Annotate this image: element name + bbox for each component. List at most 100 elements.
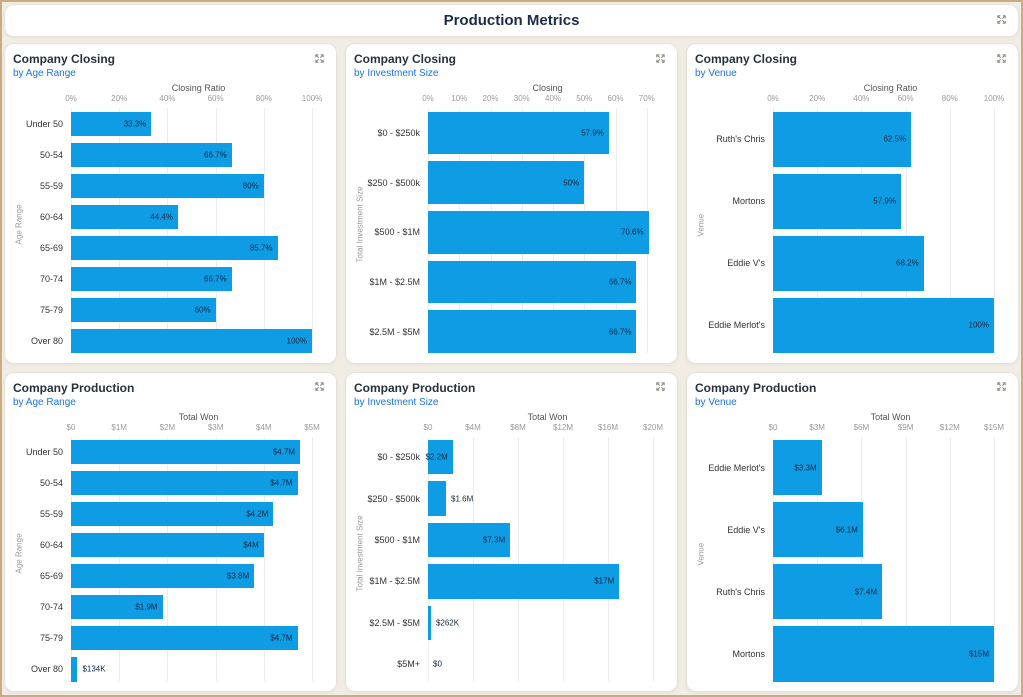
plot-area: $3.3M $6.1M $7.4M $15M — [773, 436, 995, 686]
x-tick-label: $12M — [552, 422, 574, 432]
bar[interactable] — [773, 111, 912, 167]
bar-value-label: $262K — [435, 618, 460, 628]
bar[interactable] — [71, 533, 264, 558]
gridline — [263, 436, 265, 681]
bar-row: $1.9M — [71, 592, 312, 623]
bar-row: $262K — [428, 602, 653, 643]
bar[interactable] — [428, 310, 637, 354]
x-tick-label: $0 — [423, 422, 433, 432]
category-label: Eddie Merlot's — [708, 320, 765, 331]
gridline — [312, 436, 313, 681]
bar-row: $1.6M — [428, 478, 653, 519]
bar[interactable] — [71, 204, 178, 229]
bar-chart: Total Won Age Range $0 $1M $2M $3M $4M $5M Under… — [13, 412, 326, 686]
x-tick-label: $4M — [465, 422, 481, 432]
bar[interactable] — [71, 266, 232, 291]
gridline — [994, 436, 995, 681]
gridline — [773, 108, 774, 353]
bar-row: $2.2M — [426, 437, 653, 478]
panel-expand-button[interactable] — [994, 51, 1008, 65]
bar[interactable] — [773, 173, 901, 229]
bar[interactable] — [428, 522, 511, 558]
bar-value-label: 66.7% — [204, 150, 227, 160]
category-label: Over 80 — [30, 664, 63, 675]
panel-expand-button[interactable] — [994, 380, 1008, 394]
bar-value-label: 66.7% — [608, 327, 632, 337]
gridline — [949, 108, 951, 353]
bar[interactable] — [71, 328, 312, 353]
chart-title: Total Won — [870, 411, 911, 422]
bar-row: $4.2M — [71, 499, 312, 530]
category-label: $5M+ — [397, 659, 420, 670]
bar[interactable] — [428, 210, 649, 254]
bar[interactable] — [71, 173, 264, 198]
panel-title: Company Production — [695, 380, 817, 395]
x-tick-label: $0 — [66, 422, 76, 432]
panel-subtitle-link[interactable]: by Age Range — [13, 396, 76, 408]
chart-title: Total Won — [527, 411, 568, 422]
bar-value-label: 85.7% — [249, 243, 273, 253]
bar-value-label: 62.5% — [883, 134, 907, 144]
bar-value-label: 50% — [563, 178, 580, 188]
bar-row: $3.8M — [71, 561, 312, 592]
bar[interactable] — [428, 605, 431, 641]
bar[interactable] — [773, 440, 822, 496]
category-label: $250 - $500k — [367, 493, 420, 504]
bar[interactable] — [71, 471, 298, 496]
plot-area: 62.5% 57.9% 68.2% 100% — [773, 108, 995, 357]
bar[interactable] — [773, 235, 924, 291]
category-label: $0 - $250k — [377, 127, 420, 138]
bar[interactable] — [71, 235, 278, 260]
bar[interactable] — [71, 564, 255, 589]
bar[interactable] — [428, 260, 637, 304]
category-label: $1M - $2.5M — [369, 276, 420, 287]
bar[interactable] — [428, 111, 609, 155]
bar[interactable] — [71, 502, 274, 527]
panel-subtitle-link[interactable]: by Venue — [695, 68, 737, 79]
category-label: 65-69 — [39, 571, 63, 582]
bar[interactable] — [428, 564, 620, 599]
bar-row: $4.7M — [71, 437, 312, 468]
x-tick-label: 80% — [941, 94, 958, 103]
bar[interactable] — [71, 142, 232, 167]
x-tick-label: 60% — [207, 94, 224, 103]
panel-subtitle-link[interactable]: by Investment Size — [354, 396, 439, 408]
gridline — [167, 108, 169, 353]
bar[interactable] — [773, 502, 863, 558]
x-tick-label: 100% — [301, 94, 323, 103]
x-tick-label: 40% — [159, 94, 176, 103]
expand-arrows-icon — [996, 382, 1006, 391]
bar[interactable] — [71, 595, 163, 620]
bar[interactable] — [428, 440, 453, 475]
bar-row: $4.7M — [71, 623, 312, 654]
bar[interactable] — [71, 657, 78, 682]
bar[interactable] — [71, 297, 216, 322]
bar-value-label: $4M — [243, 540, 259, 550]
bar[interactable] — [71, 440, 300, 465]
x-axis: 0% 20% 40% 60% 80% 100% — [65, 93, 322, 108]
panel-expand-button[interactable] — [653, 51, 667, 65]
bar[interactable] — [428, 161, 585, 204]
bar-value-label: $3.3M — [794, 463, 817, 473]
panel-expand-button[interactable] — [312, 380, 326, 394]
panel-expand-button[interactable] — [312, 51, 326, 65]
x-axis: $0 $4M $8M $12M $16M $20M — [424, 422, 663, 437]
bar[interactable] — [773, 564, 883, 620]
bar[interactable] — [773, 626, 994, 682]
panel-expand-button[interactable] — [653, 380, 667, 394]
bar-row: 70.6% — [428, 207, 653, 257]
gridline — [263, 108, 265, 353]
category-label: 70-74 — [39, 273, 63, 284]
bar-value-label: $3.8M — [226, 571, 250, 581]
x-tick-label: 0% — [422, 94, 434, 103]
bar[interactable] — [71, 626, 298, 651]
bar[interactable] — [773, 297, 994, 353]
panel-subtitle-link[interactable]: by Age Range — [13, 68, 76, 79]
expand-arrows-icon[interactable] — [994, 12, 1008, 26]
bar-value-label: 68.2% — [896, 258, 919, 268]
panel-subtitle-link[interactable]: by Venue — [695, 396, 737, 408]
bar-value-label: $1.6M — [451, 494, 474, 504]
panel-subtitle-link[interactable]: by Investment Size — [354, 68, 439, 79]
bar[interactable] — [428, 481, 446, 516]
bar[interactable] — [71, 111, 152, 136]
